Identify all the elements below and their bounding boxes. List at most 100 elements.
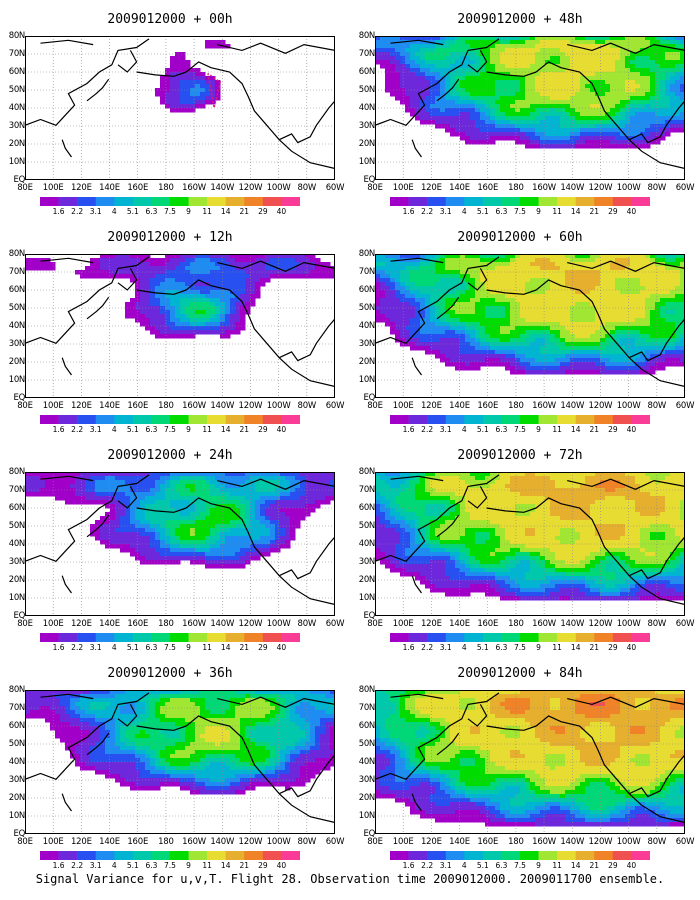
field-cell (525, 76, 531, 81)
field-cell (255, 496, 261, 501)
field-cell (650, 136, 656, 141)
field-cell (585, 298, 591, 303)
field-cell (505, 76, 511, 81)
field-cell (620, 140, 626, 145)
field-cell (655, 112, 661, 117)
field-cell (425, 310, 431, 315)
field-cell (540, 366, 546, 371)
field-cell (520, 100, 526, 105)
field-cell (675, 334, 681, 339)
lat-tick-label: 30N (358, 339, 376, 349)
field-cell (165, 492, 171, 497)
field-cell (375, 254, 381, 259)
field-cell (295, 254, 301, 259)
field-cell (170, 84, 176, 89)
field-cell (210, 270, 216, 275)
field-cell (250, 500, 256, 505)
field-cell (605, 92, 611, 97)
field-cell (135, 492, 141, 497)
field-cell (490, 44, 496, 49)
field-cell (530, 346, 536, 351)
field-cell (565, 258, 571, 263)
field-cell (320, 496, 326, 501)
field-cell (95, 492, 101, 497)
field-cell (155, 326, 161, 331)
field-cell (455, 286, 461, 291)
field-cell (485, 298, 491, 303)
field-cell (530, 354, 536, 359)
field-cell (265, 270, 271, 275)
field-cell (540, 52, 546, 57)
field-cell (645, 306, 651, 311)
field-cell (210, 298, 216, 303)
field-cell (75, 488, 81, 493)
panel-title: 2009012000 + 12h (107, 230, 233, 245)
field-cell (610, 40, 616, 45)
field-cell (195, 508, 201, 513)
field-cell (670, 112, 676, 117)
field-cell (630, 274, 636, 279)
field-cell (330, 492, 335, 497)
colorbar-label: 14 (220, 207, 231, 216)
field-cell (610, 48, 616, 53)
field-cell (455, 326, 461, 331)
field-cell (470, 64, 476, 69)
field-cell (640, 274, 646, 279)
field-cell (400, 60, 406, 65)
lon-tick-label: 120E (420, 401, 442, 411)
field-cell (640, 72, 646, 77)
field-cell (385, 266, 391, 271)
field-cell (160, 262, 166, 267)
field-cell (45, 480, 51, 485)
field-cell (525, 100, 531, 105)
field-cell (670, 80, 676, 85)
coastline (217, 42, 335, 54)
field-cell (215, 84, 221, 89)
field-cell (600, 346, 606, 351)
field-cell (665, 298, 671, 303)
field-cell (635, 366, 641, 371)
field-cell (150, 480, 156, 485)
field-cell (415, 338, 421, 343)
field-cell (310, 270, 316, 275)
field-cell (145, 314, 151, 319)
field-cell (565, 338, 571, 343)
field-cell (225, 274, 231, 279)
field-cell (515, 140, 521, 145)
field-cell (545, 56, 551, 61)
field-cell (585, 290, 591, 295)
field-cell (555, 96, 561, 101)
field-cell (270, 254, 276, 259)
field-cell (470, 274, 476, 279)
field-cell (580, 60, 586, 65)
field-cell (415, 310, 421, 315)
field-cell (175, 334, 181, 339)
field-cell (425, 318, 431, 323)
field-cell (130, 476, 136, 481)
field-cell (675, 48, 681, 53)
field-cell (620, 350, 626, 355)
field-cell (410, 286, 416, 291)
field-cell (145, 476, 151, 481)
field-cell (525, 92, 531, 97)
field-cell (400, 274, 406, 279)
field-cell (675, 338, 681, 343)
field-cell (575, 112, 581, 117)
field-cell (460, 36, 466, 41)
field-cell (535, 40, 541, 45)
field-cell (460, 120, 466, 125)
field-cell (575, 72, 581, 77)
field-cell (235, 508, 241, 513)
field-cell (135, 274, 141, 279)
field-cell (415, 346, 421, 351)
field-cell (450, 278, 456, 283)
field-cell (570, 270, 576, 275)
field-cell (505, 136, 511, 141)
field-cell (585, 48, 591, 53)
field-cell (395, 266, 401, 271)
field-cell (490, 40, 496, 45)
field-cell (460, 56, 466, 61)
field-cell (65, 500, 71, 505)
field-cell (175, 480, 181, 485)
field-cell (565, 84, 571, 89)
